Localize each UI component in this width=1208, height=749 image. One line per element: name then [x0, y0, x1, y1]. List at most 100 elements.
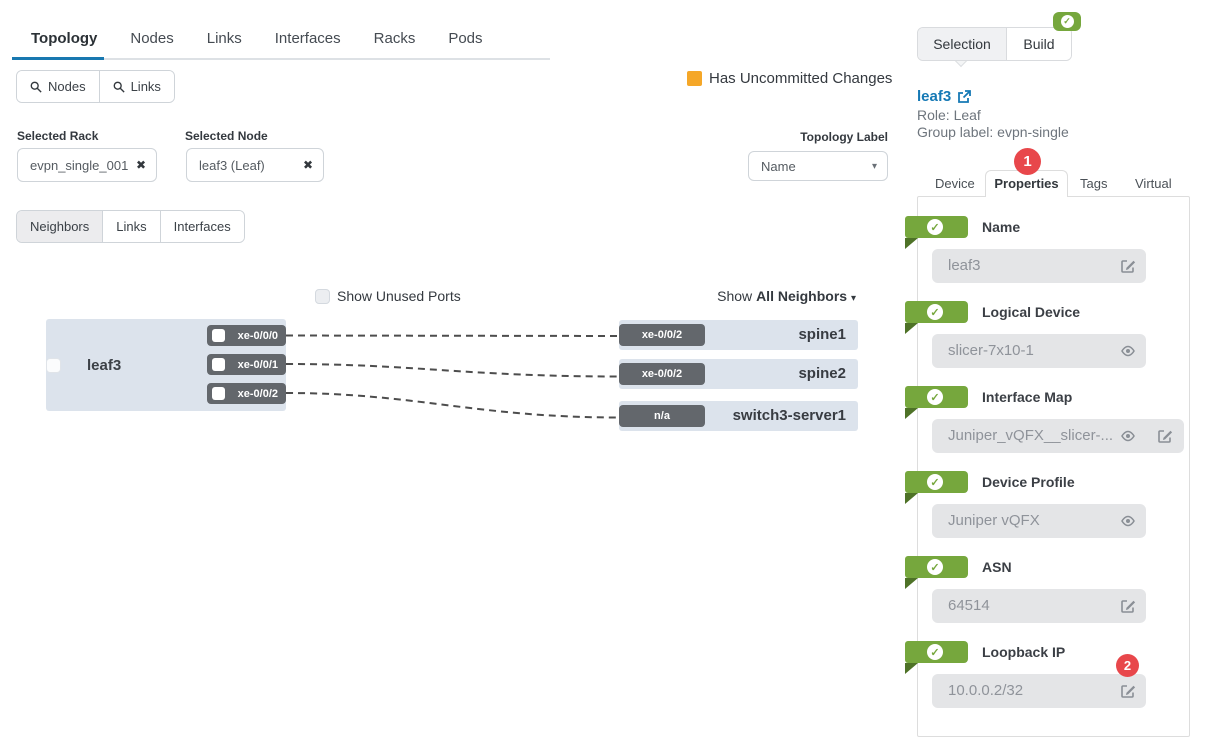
- neighbor-port-chip: n/a: [619, 405, 705, 427]
- tab-nodes[interactable]: Nodes: [130, 30, 174, 47]
- tab-interfaces[interactable]: Interfaces: [274, 30, 341, 47]
- uncommitted-color-swatch: [687, 71, 702, 86]
- show-unused-ports-label: Show Unused Ports: [337, 288, 461, 304]
- check-icon: ✓: [927, 559, 943, 575]
- neighbor-name: spine1: [798, 326, 846, 343]
- detail-tab-tags[interactable]: Tags: [1080, 176, 1108, 191]
- ribbon-fold: [905, 493, 918, 504]
- tab-racks[interactable]: Racks: [373, 30, 416, 47]
- topology-label-select[interactable]: Name ▾: [748, 151, 888, 181]
- topology-label-value: Name: [761, 158, 796, 174]
- status-ribbon: ✓: [905, 641, 968, 663]
- port-label: xe-0/0/1: [237, 358, 278, 371]
- detail-tab-device[interactable]: Device: [935, 176, 975, 191]
- search-links-label: Links: [130, 79, 161, 94]
- callout-badge-2: 2: [1116, 654, 1139, 677]
- neighbor-spine1[interactable]: xe-0/0/2 spine1: [619, 320, 858, 350]
- view-tab-links[interactable]: Links: [102, 211, 160, 242]
- search-nodes-button[interactable]: Nodes: [17, 71, 99, 102]
- property-value-asn: 64514: [932, 589, 1146, 623]
- selected-rack-label: Selected Rack: [17, 129, 99, 143]
- detail-tab-virtual[interactable]: Virtual: [1135, 176, 1172, 191]
- edit-icon[interactable]: [1120, 598, 1136, 614]
- port-xe-0-0-0[interactable]: xe-0/0/0: [207, 325, 286, 346]
- property-value-name: leaf3: [932, 249, 1146, 283]
- node-group-label: Group label: evpn-single: [917, 124, 1069, 140]
- ribbon-fold: [905, 408, 918, 419]
- eye-icon[interactable]: [1120, 343, 1136, 359]
- port-checkbox[interactable]: [212, 387, 225, 400]
- main-tab-bar: Topology Nodes Links Interfaces Racks Po…: [31, 30, 483, 47]
- callout-badge-1: 1: [1014, 148, 1041, 175]
- status-ribbon: ✓: [905, 471, 968, 493]
- selected-node-select[interactable]: leaf3 (Leaf) ✖: [186, 148, 324, 182]
- neighbor-name: switch3-server1: [732, 407, 846, 424]
- edit-icon[interactable]: [1157, 428, 1173, 444]
- tab-topology[interactable]: Topology: [31, 30, 98, 47]
- status-ribbon: ✓: [905, 386, 968, 408]
- neighbor-name: spine2: [798, 365, 846, 382]
- view-tab-group: Neighbors Links Interfaces: [16, 210, 245, 243]
- property-label-interface-map: Interface Map: [982, 389, 1073, 405]
- show-neighbors-value: All Neighbors: [756, 288, 848, 304]
- selected-node-label: Selected Node: [185, 129, 268, 143]
- check-icon: ✓: [927, 644, 943, 660]
- port-checkbox[interactable]: [212, 358, 225, 371]
- tab-links[interactable]: Links: [206, 30, 242, 47]
- selected-rack-select[interactable]: evpn_single_001 ✖: [17, 148, 157, 182]
- eye-icon[interactable]: [1120, 428, 1136, 444]
- port-xe-0-0-2[interactable]: xe-0/0/2: [207, 383, 286, 404]
- property-value-interface-map: Juniper_vQFX__slicer-...: [932, 419, 1184, 453]
- topology-links-layer: [286, 334, 620, 419]
- topology-label-label: Topology Label: [800, 130, 888, 144]
- check-icon: ✓: [1060, 15, 1074, 28]
- selected-node-link[interactable]: leaf3: [917, 88, 972, 105]
- check-icon: ✓: [927, 219, 943, 235]
- selected-node-value: leaf3 (Leaf): [199, 157, 265, 173]
- check-icon: ✓: [927, 304, 943, 320]
- eye-icon[interactable]: [1120, 513, 1136, 529]
- edit-icon[interactable]: [1120, 258, 1136, 274]
- show-neighbors-dropdown[interactable]: Show All Neighbors ▾: [600, 288, 856, 304]
- edit-icon[interactable]: [1120, 683, 1136, 699]
- check-icon: ✓: [927, 389, 943, 405]
- build-success-badge: ✓: [1053, 12, 1081, 31]
- clear-node-icon[interactable]: ✖: [302, 158, 313, 172]
- property-value-device-profile: Juniper vQFX: [932, 504, 1146, 538]
- uncommitted-label: Has Uncommitted Changes: [709, 70, 893, 87]
- port-checkbox[interactable]: [212, 329, 225, 342]
- property-label-loopback-ip: Loopback IP: [982, 644, 1066, 660]
- show-unused-ports-checkbox[interactable]: [315, 288, 330, 304]
- neighbor-switch3-server1[interactable]: n/a switch3-server1: [619, 401, 858, 431]
- show-unused-ports-control: Show Unused Ports: [315, 288, 461, 304]
- status-ribbon: ✓: [905, 216, 968, 238]
- view-tab-interfaces[interactable]: Interfaces: [159, 211, 244, 242]
- port-xe-0-0-1[interactable]: xe-0/0/1: [207, 354, 286, 375]
- view-tab-neighbors[interactable]: Neighbors: [17, 211, 103, 242]
- tab-build[interactable]: Build: [1006, 28, 1071, 60]
- external-link-icon: [958, 89, 972, 103]
- property-label-logical-device: Logical Device: [982, 304, 1081, 320]
- search-icon: [113, 81, 125, 93]
- node-leaf3-checkbox[interactable]: [46, 357, 61, 373]
- neighbor-spine2[interactable]: xe-0/0/2 spine2: [619, 359, 858, 389]
- selected-node-title: leaf3: [917, 88, 952, 105]
- selection-build-tabs: Selection Build: [917, 27, 1072, 61]
- node-leaf3-label: leaf3: [87, 356, 122, 374]
- ribbon-fold: [905, 323, 918, 334]
- clear-rack-icon[interactable]: ✖: [135, 158, 146, 172]
- property-label-name: Name: [982, 219, 1021, 235]
- show-neighbors-prefix: Show: [717, 288, 753, 304]
- tab-selection[interactable]: Selection: [918, 28, 1006, 60]
- uncommitted-changes-legend: Has Uncommitted Changes: [687, 70, 892, 87]
- tab-pods[interactable]: Pods: [448, 30, 483, 47]
- ribbon-fold: [905, 663, 918, 674]
- property-value-logical-device: slicer-7x10-1: [932, 334, 1146, 368]
- search-nodes-label: Nodes: [48, 79, 86, 94]
- search-links-button[interactable]: Links: [98, 71, 174, 102]
- property-label-device-profile: Device Profile: [982, 474, 1075, 490]
- chevron-down-icon: ▾: [871, 160, 877, 172]
- property-label-asn: ASN: [982, 559, 1012, 575]
- property-value-loopback-ip: 10.0.0.2/32: [932, 674, 1146, 708]
